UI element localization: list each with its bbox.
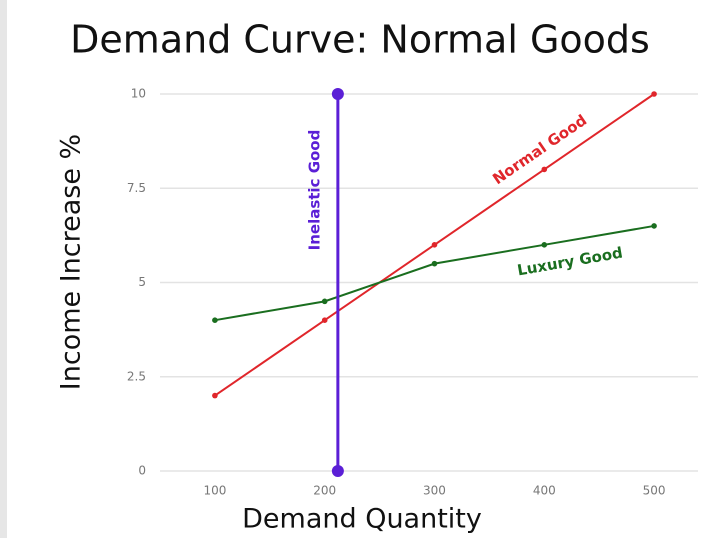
y-tick-label: 10 — [131, 87, 146, 101]
point — [541, 242, 548, 248]
x-tick-label: 300 — [423, 484, 446, 498]
chart-title: Demand Curve: Normal Goods — [70, 18, 650, 62]
y-axis-label: Income Increase % — [56, 134, 87, 390]
point — [321, 298, 328, 305]
x-tick-label: 400 — [533, 484, 556, 498]
point — [431, 242, 438, 248]
y-tick-label: 5 — [138, 275, 146, 289]
x-axis-label: Demand Quantity — [242, 504, 482, 535]
side-bar — [0, 0, 7, 538]
x-tick-label: 500 — [643, 484, 666, 498]
x-tick-label: 200 — [313, 484, 336, 498]
point — [212, 317, 218, 324]
y-tick-label: 7.5 — [127, 181, 146, 195]
series-label: Normal Good — [489, 111, 590, 188]
y-tick-label: 2.5 — [127, 369, 146, 383]
point — [321, 317, 328, 324]
point — [541, 166, 548, 173]
y-tick-label: 0 — [138, 464, 146, 478]
point — [431, 260, 438, 267]
point — [212, 392, 218, 399]
point — [331, 88, 344, 100]
point — [331, 465, 344, 477]
point — [651, 223, 657, 229]
series-label: Inelastic Good — [306, 130, 324, 251]
series-line — [214, 224, 655, 322]
series-label: Luxury Good — [516, 244, 624, 280]
point — [651, 91, 657, 97]
x-tick-label: 100 — [203, 484, 226, 498]
